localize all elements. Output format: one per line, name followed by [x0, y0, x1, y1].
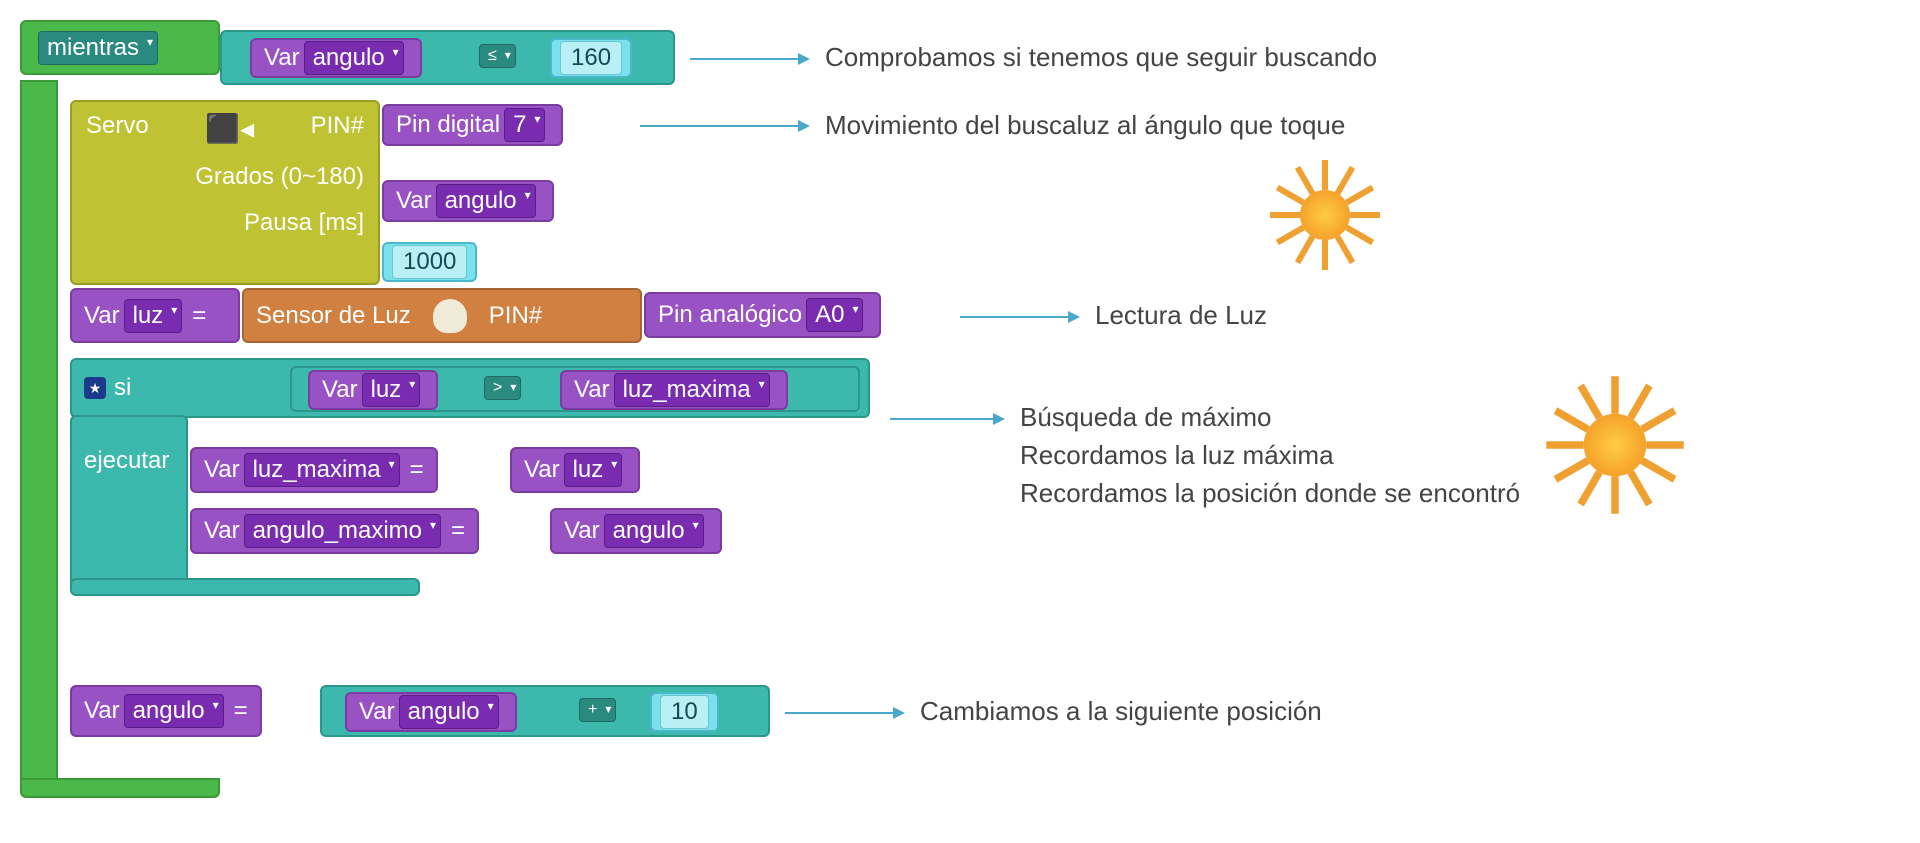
annotation-4b: Recordamos la luz máxima [1020, 440, 1334, 471]
plus-dropdown[interactable]: + [579, 698, 616, 722]
pin-analog-text: Pin analógico [658, 301, 802, 329]
num-160: 160 [560, 41, 622, 75]
a0-dropdown[interactable]: A0 [806, 298, 863, 332]
equals: = [234, 697, 248, 725]
var-keyword: Var [322, 376, 358, 404]
var-keyword: Var [359, 698, 395, 726]
block-diagram-canvas: mientras Var angulo ≤ 160 Servo ⬛◂ PIN# … [20, 20, 1900, 820]
assign-luzmax-rhs[interactable]: Var luz [510, 447, 640, 493]
assign-luzmax[interactable]: Var luz_maxima = [190, 447, 438, 493]
servo-icon: ⬛◂ [205, 112, 254, 145]
light-sensor-icon [433, 299, 467, 333]
luzmax-dd-2[interactable]: luz_maxima [244, 453, 400, 487]
luz-dd-3[interactable]: luz [564, 453, 623, 487]
arrow-5 [785, 712, 895, 714]
angmax-dd[interactable]: angulo_maximo [244, 514, 441, 548]
var-keyword: Var [524, 456, 560, 484]
angulo-dropdown-2[interactable]: angulo [436, 184, 536, 218]
var-keyword: Var [204, 517, 240, 545]
sensor-block[interactable]: Sensor de Luz PIN# [242, 288, 642, 343]
annotation-3: Lectura de Luz [1095, 300, 1267, 331]
assign-angmax-rhs[interactable]: Var angulo [550, 508, 722, 554]
pin-7-dropdown[interactable]: 7 [504, 108, 545, 142]
luz-assign[interactable]: Var luz = [70, 288, 240, 343]
angulo-dd-3[interactable]: angulo [604, 514, 704, 548]
if-keyword: si [114, 374, 131, 402]
sensor-pin-label: PIN# [489, 302, 542, 330]
assign-angmax[interactable]: Var angulo_maximo = [190, 508, 479, 554]
cond-luz[interactable]: Var luz [308, 370, 438, 410]
var-keyword: Var [396, 187, 432, 215]
pin-digital-text: Pin digital [396, 111, 500, 139]
step-10[interactable]: 10 [650, 692, 719, 732]
sensor-title: Sensor de Luz [256, 302, 411, 330]
var-keyword: Var [84, 697, 120, 725]
increment-var[interactable]: Var angulo [345, 692, 517, 732]
var-keyword: Var [564, 517, 600, 545]
luz-dropdown[interactable]: luz [124, 299, 183, 333]
var-keyword: Var [204, 456, 240, 484]
if-exec-bar: ejecutar [70, 415, 188, 595]
equals: = [451, 517, 465, 545]
var-keyword: Var [574, 376, 610, 404]
pin-analog-block[interactable]: Pin analógico A0 [644, 292, 881, 338]
arrow-4 [890, 418, 995, 420]
servo-angle-var[interactable]: Var angulo [382, 180, 554, 222]
increment-lhs[interactable]: Var angulo = [70, 685, 262, 737]
annotation-4a: Búsqueda de máximo [1020, 402, 1271, 433]
while-outer[interactable]: mientras [20, 20, 220, 75]
servo-block[interactable]: Servo ⬛◂ PIN# Grados (0~180) Pausa [ms] [70, 100, 380, 285]
annotation-5: Cambiamos a la siguiente posición [920, 696, 1322, 727]
angulo-dd-4[interactable]: angulo [124, 694, 224, 728]
exec-keyword: ejecutar [84, 447, 169, 474]
var-keyword: Var [264, 44, 300, 72]
equals: = [410, 456, 424, 484]
annotation-2: Movimiento del buscaluz al ángulo que to… [825, 110, 1345, 141]
servo-degrees-label: Grados (0~180) [195, 163, 364, 190]
while-bottom [20, 778, 220, 798]
pause-value[interactable]: 1000 [382, 242, 477, 282]
equals: = [192, 302, 206, 330]
pin-digital-block[interactable]: Pin digital 7 [382, 104, 563, 146]
while-keyword-dropdown[interactable]: mientras [38, 31, 158, 65]
var-angulo-dropdown[interactable]: angulo [304, 41, 404, 75]
if-bottom [70, 578, 420, 596]
sun-icon-2 [1546, 376, 1684, 514]
arrow-2 [640, 125, 800, 127]
luzmax-dd[interactable]: luz_maxima [614, 373, 770, 407]
arrow-3 [960, 316, 1070, 318]
gt-dropdown[interactable]: > [484, 376, 521, 400]
var-keyword: Var [84, 302, 120, 330]
value-160[interactable]: 160 [550, 38, 632, 78]
angulo-dd-5[interactable]: angulo [399, 695, 499, 729]
annotation-4c: Recordamos la posición donde se encontró [1020, 478, 1520, 509]
annotation-1: Comprobamos si tenemos que seguir buscan… [825, 42, 1377, 73]
star-icon[interactable]: ★ [84, 377, 106, 399]
servo-title: Servo [86, 112, 149, 145]
servo-pause-label: Pausa [ms] [244, 209, 364, 236]
operator-le-dropdown[interactable]: ≤ [479, 44, 516, 68]
sun-icon-1 [1270, 160, 1380, 270]
num-10: 10 [660, 695, 709, 729]
luz-dd-2[interactable]: luz [362, 373, 421, 407]
num-1000: 1000 [392, 245, 467, 279]
arrow-1 [690, 58, 800, 60]
servo-pin-label: PIN# [311, 112, 364, 145]
while-body-bar [20, 80, 58, 795]
while-var-block[interactable]: Var angulo [250, 38, 422, 78]
cond-luzmax[interactable]: Var luz_maxima [560, 370, 788, 410]
